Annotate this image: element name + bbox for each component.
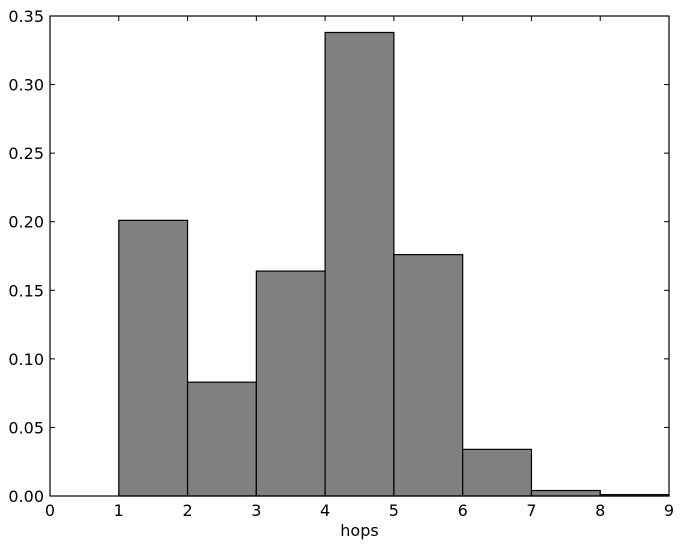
plot-frame <box>49 15 670 497</box>
x-tick-label: 1 <box>114 501 124 520</box>
x-axis-label: hops <box>340 521 378 540</box>
x-tick-label: 0 <box>45 501 55 520</box>
histogram-bar <box>462 448 533 497</box>
x-tick-label: 7 <box>526 501 536 520</box>
histogram-bar <box>186 381 257 497</box>
x-tick-label: 6 <box>458 501 468 520</box>
x-tick-label: 5 <box>389 501 399 520</box>
histogram-bar <box>255 270 326 497</box>
bars-group <box>118 31 670 497</box>
histogram-bar <box>118 219 189 497</box>
y-tick-label: 0.05 <box>8 418 44 437</box>
x-tick-label: 4 <box>320 501 330 520</box>
y-tick-label: 0.15 <box>8 281 44 300</box>
histogram-bar <box>530 489 601 497</box>
histogram-bar <box>324 31 395 497</box>
y-tick-label: 0.10 <box>8 350 44 369</box>
histogram-bar <box>393 254 464 497</box>
x-tick-label: 3 <box>251 501 261 520</box>
x-tick-label: 2 <box>182 501 192 520</box>
y-tick-label: 0.00 <box>8 487 44 506</box>
x-tick-label: 9 <box>664 501 674 520</box>
y-tick-label: 0.20 <box>8 213 44 232</box>
y-tick-label: 0.35 <box>8 7 44 26</box>
x-tick-label: 8 <box>595 501 605 520</box>
ticks-group: 0 1 2 3 4 5 6 7 8 9 0.00 0.05 0.10 0.15 0.20 0.25 0.30 0.… <box>8 7 674 520</box>
y-tick-label: 0.30 <box>8 76 44 95</box>
y-tick-label: 0.25 <box>8 144 44 163</box>
